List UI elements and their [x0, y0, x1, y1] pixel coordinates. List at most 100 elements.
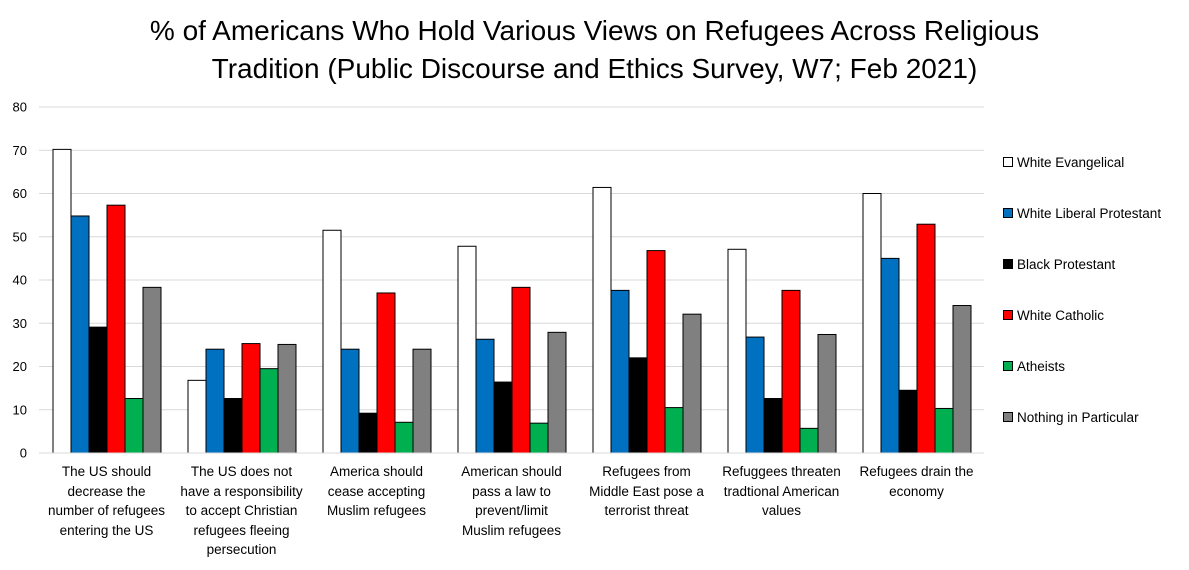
y-tick-label: 50	[13, 229, 27, 244]
x-tick-label: The US should decrease the number of refug…	[40, 462, 174, 540]
bar-black-protestant-1	[223, 398, 243, 454]
x-tick-label-line: Middle East pose a	[589, 483, 704, 499]
x-tick-label-line: economy	[889, 483, 944, 499]
bar-white-catholic-5	[781, 289, 801, 454]
x-tick-label: The US does not have a responsibility to a…	[175, 462, 309, 560]
x-tick-label-line: decrease the	[67, 483, 146, 499]
legend-label: Black Protestant	[1017, 256, 1116, 272]
legend-swatch	[1003, 208, 1013, 218]
x-tick-label-line: entering the US	[59, 522, 154, 538]
bar-white-catholic-4	[646, 250, 666, 454]
x-tick-label: Refugees from Middle East pose a terrorist…	[580, 462, 714, 521]
x-tick-label-line: Refuggees threaten	[722, 464, 841, 479]
bar-white-evangelical-6	[862, 193, 882, 454]
x-tick-label: Refugees drain the economy	[850, 462, 984, 501]
legend-swatch	[1003, 310, 1013, 320]
bar-white-catholic-1	[241, 343, 261, 454]
bar-black-protestant-4	[628, 357, 648, 454]
bar-white-liberal-protestant-5	[745, 336, 765, 454]
bar-atheists-3	[529, 422, 549, 454]
bar-black-protestant-2	[358, 412, 378, 454]
x-tick-label-line: values	[761, 503, 802, 518]
x-tick-label-line: Refugees from	[602, 464, 691, 479]
bar-white-liberal-protestant-1	[205, 348, 225, 454]
legend-item: Black Protestant	[1003, 254, 1115, 274]
bar-white-liberal-protestant-0	[70, 215, 90, 454]
x-tick-label-line: prevent/limit	[475, 503, 548, 518]
bar-white-evangelical-1	[187, 379, 207, 454]
legend-item: White Catholic	[1003, 305, 1104, 325]
bar-white-liberal-protestant-3	[475, 338, 495, 454]
bar-white-liberal-protestant-4	[610, 289, 630, 454]
bar-nothing-in-particular-4	[682, 313, 702, 454]
bar-atheists-1	[259, 368, 279, 454]
x-tick-label-line: American should	[461, 464, 562, 479]
chart-title-line-1: % of Americans Who Hold Various Views on…	[149, 15, 1040, 46]
y-tick-label: 70	[13, 143, 27, 158]
y-tick-label: 20	[13, 359, 27, 374]
x-tick-label-line: Muslim refugees	[326, 503, 427, 518]
x-tick-label: Refuggees threaten tradtional American val…	[715, 462, 849, 521]
bar-nothing-in-particular-3	[547, 331, 567, 454]
bar-black-protestant-5	[763, 398, 783, 454]
x-tick-label: American should pass a law to prevent/limi…	[445, 462, 579, 540]
y-tick-label: 0	[20, 446, 27, 461]
bar-nothing-in-particular-6	[952, 305, 972, 454]
bar-nothing-in-particular-2	[412, 348, 432, 454]
legend-swatch	[1003, 361, 1013, 371]
chart-title: % of Americans Who Hold Various Views on…	[0, 12, 1189, 88]
x-tick-label-line: The US should	[61, 464, 152, 479]
legend-swatch	[1003, 412, 1013, 422]
bar-atheists-0	[124, 398, 144, 454]
bar-white-evangelical-5	[727, 248, 747, 454]
bar-white-evangelical-0	[52, 148, 72, 454]
bar-white-evangelical-4	[592, 186, 612, 454]
x-tick-label-line: terrorist threat	[604, 503, 689, 518]
x-tick-label-line: have a responsibility	[180, 483, 303, 499]
y-tick-label: 10	[13, 402, 27, 417]
legend-label: White Liberal Protestant	[1017, 205, 1162, 221]
bar-black-protestant-3	[493, 381, 513, 454]
bar-black-protestant-0	[88, 326, 108, 454]
x-tick-label-line: The US does not	[190, 464, 293, 479]
x-tick-label-line: Muslim refugees	[461, 522, 562, 538]
y-tick-label: 80	[13, 100, 27, 115]
legend-item: Atheists	[1003, 356, 1065, 376]
legend-label: Atheists	[1017, 358, 1066, 374]
legend-item: White Liberal Protestant	[1003, 203, 1161, 223]
bar-black-protestant-6	[898, 389, 918, 454]
bar-nothing-in-particular-5	[817, 333, 837, 454]
legend-swatch	[1003, 259, 1013, 269]
y-tick-label: 40	[13, 273, 27, 288]
bar-white-liberal-protestant-6	[880, 257, 900, 454]
x-tick-label-line: refugees fleeing	[193, 522, 290, 538]
bar-white-catholic-3	[511, 286, 531, 454]
x-tick-label-line: tradtional American	[723, 483, 840, 499]
bar-nothing-in-particular-1	[277, 343, 297, 454]
bar-white-evangelical-2	[322, 229, 342, 454]
y-tick-label: 60	[13, 186, 27, 201]
bar-white-evangelical-3	[457, 245, 477, 454]
x-tick-label: America should cease accepting Muslim refu…	[310, 462, 444, 521]
legend-swatch	[1003, 157, 1013, 167]
x-tick-label-line: number of refugees	[47, 503, 166, 518]
legend-label: Nothing in Particular	[1017, 409, 1139, 425]
x-tick-label-line: America should	[329, 464, 424, 479]
bar-atheists-4	[664, 407, 684, 454]
y-tick-label: 30	[13, 316, 27, 331]
chart-title-line-2: Tradition (Public Discourse and Ethics S…	[211, 53, 978, 84]
bar-nothing-in-particular-0	[142, 286, 162, 454]
bar-white-catholic-0	[106, 204, 126, 454]
x-tick-label-line: Refugees drain the	[859, 464, 974, 479]
bar-atheists-2	[394, 421, 414, 454]
legend-label: White Evangelical	[1017, 154, 1125, 170]
x-tick-label-line: persecution	[206, 542, 277, 557]
x-tick-label-line: cease accepting	[327, 483, 426, 499]
x-tick-label-line: to accept Christian	[185, 503, 298, 518]
x-tick-label-line: pass a law to	[472, 483, 551, 499]
legend-item: White Evangelical	[1003, 152, 1124, 172]
bar-white-catholic-2	[376, 292, 396, 454]
bar-atheists-5	[799, 427, 819, 454]
bar-white-catholic-6	[916, 223, 936, 454]
